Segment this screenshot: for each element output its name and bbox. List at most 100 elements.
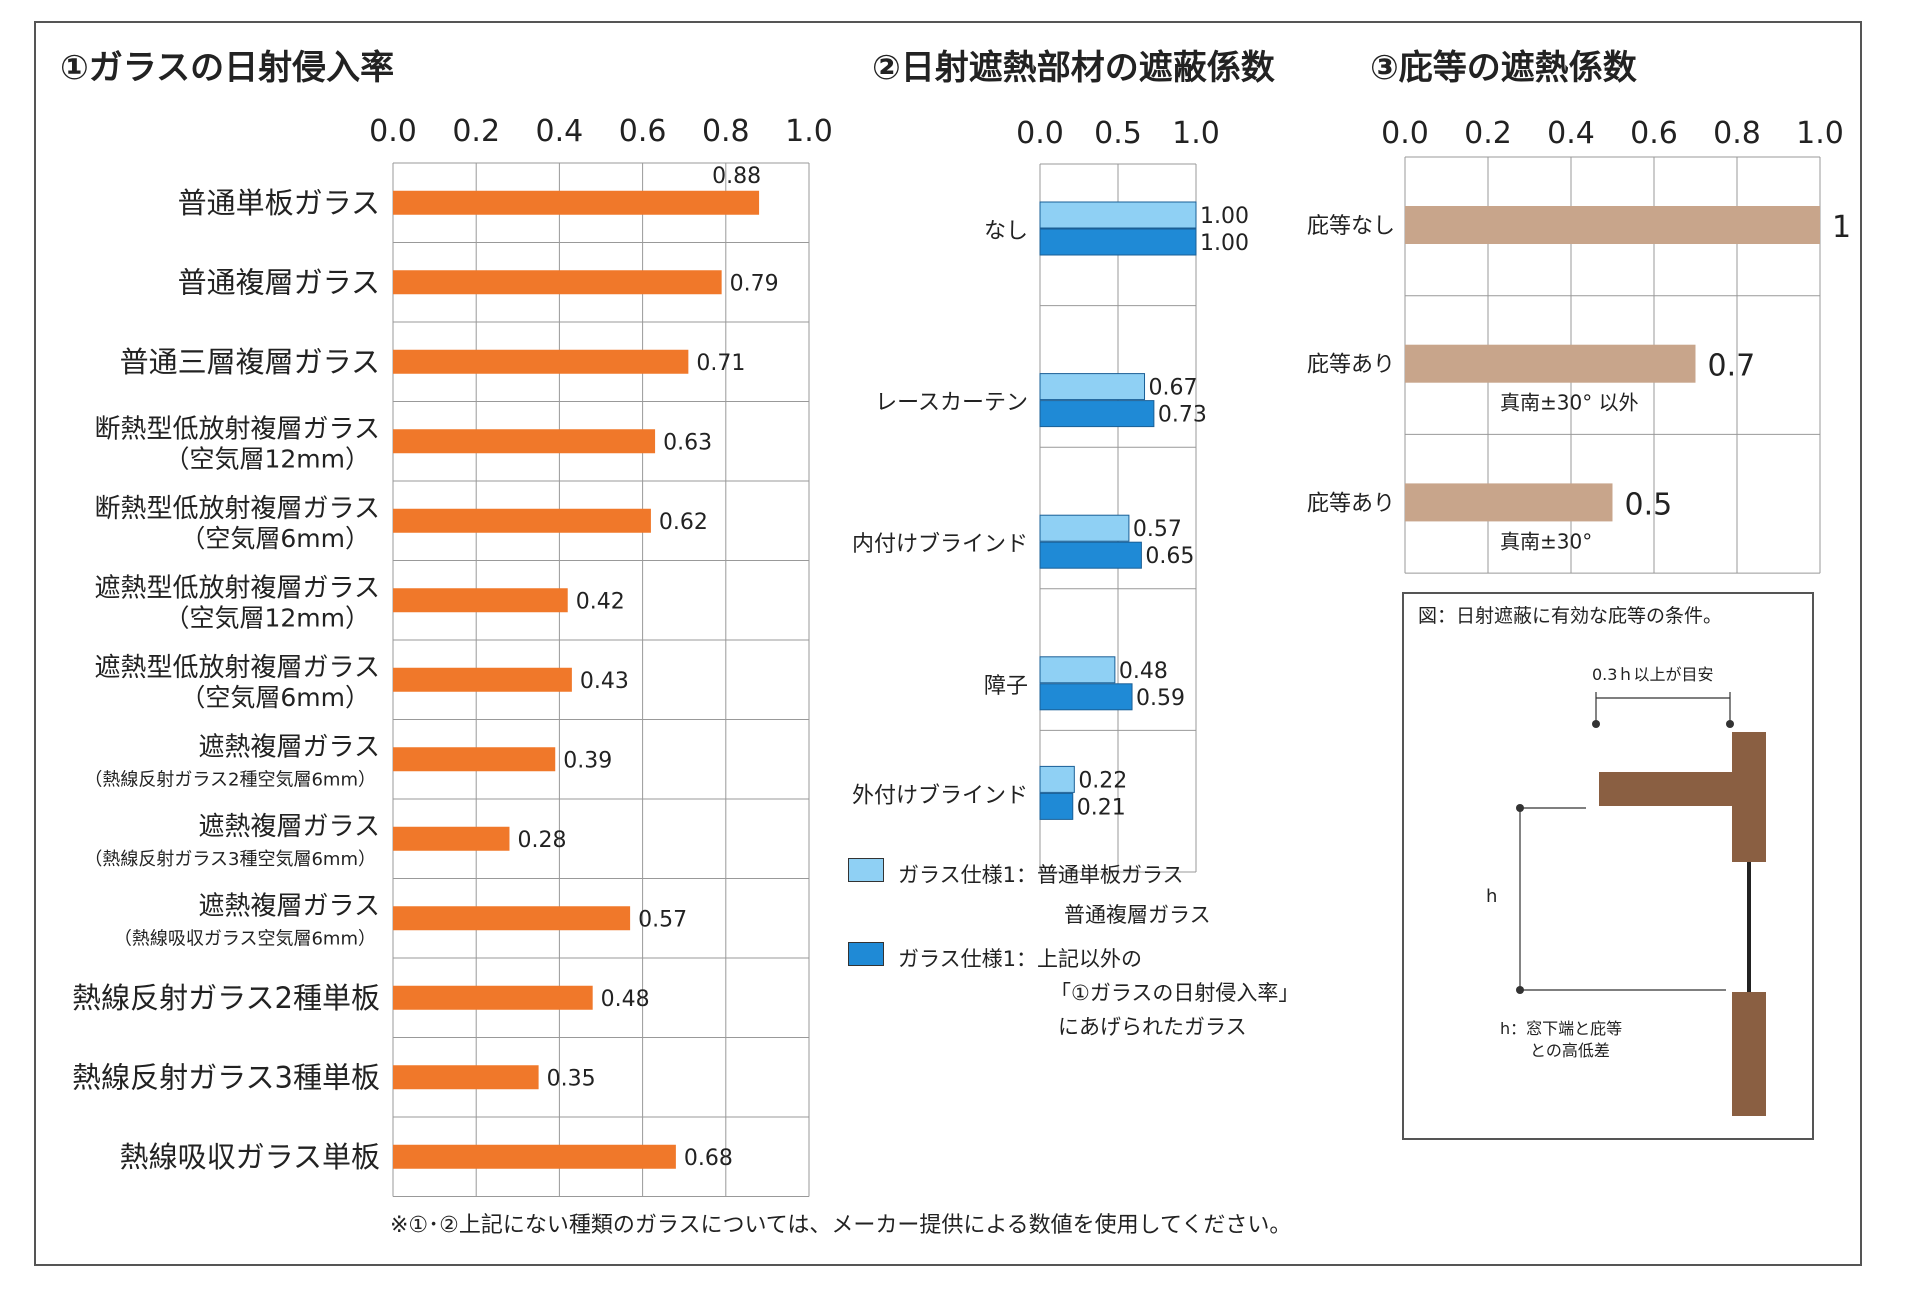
bar-value-label: 0.39 bbox=[563, 748, 612, 773]
bar-spec1 bbox=[1039, 373, 1146, 401]
x-tick-label: 0.0 bbox=[1016, 116, 1064, 151]
bar-value-label: 0.42 bbox=[576, 589, 625, 614]
h-label: h bbox=[1486, 886, 1497, 907]
x-tick-label: 0.6 bbox=[619, 114, 667, 149]
bar-value-label: 0.28 bbox=[517, 828, 566, 853]
wall-lower bbox=[1732, 992, 1766, 1116]
category-sublabel: （熱線吸収ガラス空気層6mm） bbox=[114, 928, 376, 949]
legend-label: ガラス仕様1：普通単板ガラス bbox=[898, 863, 1184, 887]
bar-spec2 bbox=[1039, 228, 1197, 256]
legend-label: 普通複層ガラス bbox=[1064, 903, 1211, 927]
h-dot-bottom bbox=[1516, 986, 1524, 994]
bar-eaves bbox=[1405, 483, 1613, 522]
bar-glass bbox=[393, 349, 689, 374]
eaves-diagram-svg: 図：日射遮蔽に有効な庇等の条件。 0.3ｈ以上が目安 h h：窓下端と庇等 との… bbox=[1418, 605, 1766, 1116]
bar-value-label: 0.43 bbox=[580, 669, 629, 694]
category-label: 外付けブラインド bbox=[852, 783, 1028, 808]
wall-upper bbox=[1732, 732, 1766, 862]
bar-glass bbox=[393, 270, 722, 295]
guide-label: 0.3ｈ以上が目安 bbox=[1592, 665, 1713, 684]
x-tick-label: 0.6 bbox=[1630, 116, 1678, 151]
legend-swatch-blue bbox=[848, 942, 884, 966]
bar-glass bbox=[393, 1144, 676, 1169]
diagram-note-line1: h：窓下端と庇等 bbox=[1500, 1019, 1622, 1038]
bar-value-label: 0.88 bbox=[712, 164, 761, 189]
x-tick-label: 0.4 bbox=[1547, 116, 1595, 151]
bar-value-label: 0.35 bbox=[547, 1066, 596, 1091]
legend-label: 「①ガラスの日射侵入率」 bbox=[1050, 981, 1300, 1005]
category-label: 普通三層複層ガラス bbox=[120, 345, 380, 379]
bar-glass bbox=[393, 667, 572, 692]
x-tick-label: 0.2 bbox=[452, 114, 500, 149]
footnote: ※①･②上記にない種類のガラスについては、メーカー提供による数値を使用してくださ… bbox=[390, 1213, 1292, 1238]
bar-glass bbox=[393, 1065, 539, 1090]
bar-value-label: 0.71 bbox=[696, 351, 745, 376]
bar-value-label: 0.59 bbox=[1136, 686, 1185, 711]
bar-spec2 bbox=[1039, 683, 1133, 711]
bar-glass bbox=[393, 429, 656, 454]
bar-glass bbox=[393, 906, 631, 931]
category-label: なし bbox=[984, 219, 1028, 244]
bar-spec1 bbox=[1039, 514, 1130, 542]
bar-value-label: 0.65 bbox=[1145, 544, 1194, 569]
category-sublabel: 真南±30° bbox=[1500, 529, 1592, 553]
bar-glass bbox=[393, 747, 556, 772]
bar-spec2 bbox=[1039, 792, 1074, 820]
bar-value-label: 0.57 bbox=[638, 907, 687, 932]
bar-value-label: 0.22 bbox=[1078, 768, 1127, 793]
bar-spec1 bbox=[1039, 765, 1075, 793]
category-label: 普通単板ガラス bbox=[178, 186, 380, 220]
category-sublabel: （熱線反射ガラス2種空気層6mm） bbox=[84, 769, 376, 790]
x-tick-label: 0.0 bbox=[369, 114, 417, 149]
category-sublabel: 真南±30° 以外 bbox=[1500, 391, 1639, 415]
category-label: 庇等なし bbox=[1307, 214, 1395, 239]
category-label: 遮熱複層ガラス bbox=[199, 732, 380, 762]
category-label: 内付けブラインド bbox=[852, 532, 1028, 557]
bar-spec1 bbox=[1039, 201, 1197, 229]
bar-spec1 bbox=[1039, 656, 1116, 684]
category-label: 熱線反射ガラス2種単板 bbox=[72, 981, 380, 1015]
category-label: レースカーテン bbox=[875, 391, 1028, 416]
category-label: 遮熱複層ガラス bbox=[199, 812, 380, 842]
diagram-caption: 図：日射遮蔽に有効な庇等の条件。 bbox=[1418, 605, 1722, 627]
bar-value-label: 1 bbox=[1832, 210, 1851, 245]
guide-dot-right bbox=[1726, 720, 1734, 728]
x-tick-label: 0.4 bbox=[536, 114, 584, 149]
bar-value-label: 0.48 bbox=[1119, 659, 1168, 684]
bar-value-label: 0.73 bbox=[1158, 403, 1207, 428]
category-sublabel: （空気層6mm） bbox=[180, 683, 370, 712]
x-tick-label: 0.2 bbox=[1464, 116, 1512, 151]
guide-dot-left bbox=[1592, 720, 1600, 728]
legend-label: ガラス仕様1：上記以外の bbox=[898, 947, 1142, 971]
x-tick-label: 0.8 bbox=[1713, 116, 1761, 151]
diagram-note-line2: との高低差 bbox=[1530, 1041, 1610, 1060]
bar-value-label: 0.57 bbox=[1133, 517, 1182, 542]
bar-value-label: 0.63 bbox=[663, 430, 712, 455]
category-label: 遮熱型低放射複層ガラス bbox=[95, 573, 380, 603]
category-label: 遮熱複層ガラス bbox=[199, 891, 380, 921]
x-tick-label: 1.0 bbox=[785, 114, 833, 149]
category-label: 断熱型低放射複層ガラス bbox=[95, 494, 380, 524]
bar-value-label: 1.00 bbox=[1200, 231, 1249, 256]
figure-frame bbox=[34, 21, 1862, 1266]
category-label: 普通複層ガラス bbox=[178, 265, 380, 299]
bar-value-label: 0.79 bbox=[730, 271, 779, 296]
bar-glass bbox=[393, 588, 568, 613]
eaves-condition-diagram: 図：日射遮蔽に有効な庇等の条件。 0.3ｈ以上が目安 h h：窓下端と庇等 との… bbox=[1402, 592, 1814, 1140]
eaves-overhang bbox=[1599, 772, 1733, 806]
category-label: 庇等あり bbox=[1307, 491, 1395, 516]
h-dot-top bbox=[1516, 804, 1524, 812]
bar-value-label: 0.7 bbox=[1708, 349, 1756, 384]
bar-spec2 bbox=[1039, 541, 1142, 569]
bar-value-label: 0.5 bbox=[1625, 487, 1673, 522]
x-tick-label: 1.0 bbox=[1796, 116, 1844, 151]
category-sublabel: （空気層6mm） bbox=[180, 524, 370, 553]
bar-glass bbox=[393, 985, 593, 1010]
chart3-title: ③庇等の遮熱係数 bbox=[1370, 48, 1637, 88]
bar-value-label: 0.21 bbox=[1077, 795, 1126, 820]
bar-glass bbox=[393, 190, 760, 215]
bar-value-label: 0.68 bbox=[684, 1146, 733, 1171]
bar-glass bbox=[393, 826, 510, 851]
chart2-title: ②日射遮熱部材の遮蔽係数 bbox=[872, 48, 1275, 88]
